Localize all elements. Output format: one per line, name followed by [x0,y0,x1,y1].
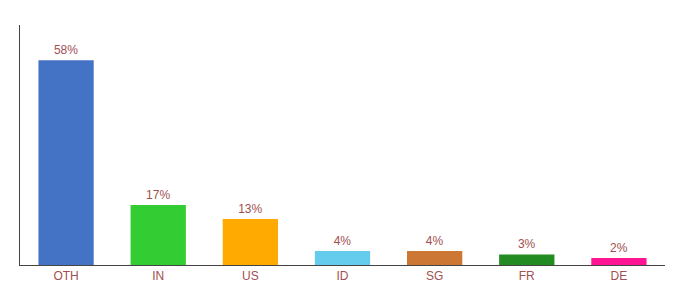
svg-text:4%: 4% [334,234,352,248]
svg-text:3%: 3% [518,237,536,251]
svg-text:17%: 17% [146,188,170,202]
svg-text:58%: 58% [54,43,78,57]
svg-text:4%: 4% [426,234,444,248]
svg-text:US: US [242,269,259,283]
svg-text:FR: FR [519,269,535,283]
svg-text:2%: 2% [610,241,628,255]
svg-text:13%: 13% [238,202,262,216]
svg-text:ID: ID [337,269,349,283]
svg-text:OTH: OTH [53,269,78,283]
svg-text:DE: DE [611,269,628,283]
svg-text:SG: SG [426,269,443,283]
svg-text:IN: IN [152,269,164,283]
